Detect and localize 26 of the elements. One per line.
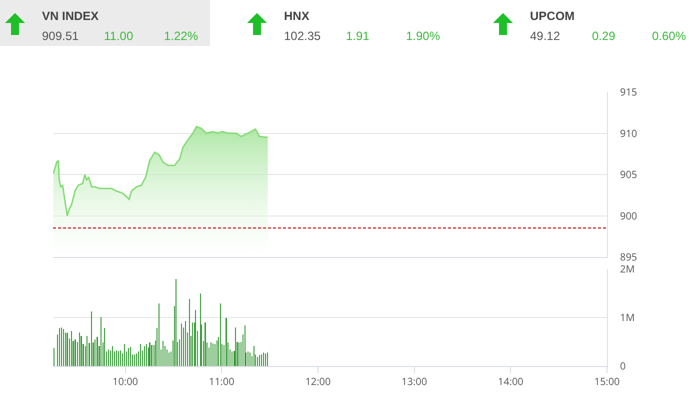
category-label: UPCOM bbox=[530, 9, 575, 23]
y-tick-label: 905 bbox=[620, 167, 638, 181]
text: 909.51 bbox=[42, 29, 79, 43]
category-label: HNX bbox=[284, 9, 310, 23]
text: 1.90% bbox=[406, 29, 440, 43]
text: 102.35 bbox=[284, 29, 321, 43]
y-tick-label: 895 bbox=[620, 250, 638, 264]
x-tick-label: 11:00 bbox=[208, 374, 235, 388]
y-tick-label: 915 bbox=[620, 84, 638, 98]
category-label: VN INDEX bbox=[42, 9, 99, 23]
y-tick-label: 910 bbox=[620, 126, 638, 140]
y-tick-label: 2M bbox=[620, 262, 635, 276]
x-tick-label: 10:00 bbox=[112, 374, 138, 388]
x-tick-label: 15:00 bbox=[594, 374, 620, 388]
y-tick-label: 0 bbox=[620, 358, 626, 372]
text: 11.00 bbox=[104, 29, 134, 43]
text: 1.22% bbox=[164, 29, 198, 43]
text: 0.60% bbox=[652, 29, 686, 43]
x-tick-label: 12:00 bbox=[305, 374, 331, 388]
text: 0.29 bbox=[592, 29, 616, 43]
x-tick-label: 14:00 bbox=[498, 374, 524, 388]
text: 1.91 bbox=[346, 29, 370, 43]
x-tick-label: 13:00 bbox=[402, 374, 428, 388]
y-tick-label: 1M bbox=[620, 310, 635, 324]
y-tick-label: 900 bbox=[620, 208, 638, 222]
text: 49.12 bbox=[530, 29, 560, 43]
